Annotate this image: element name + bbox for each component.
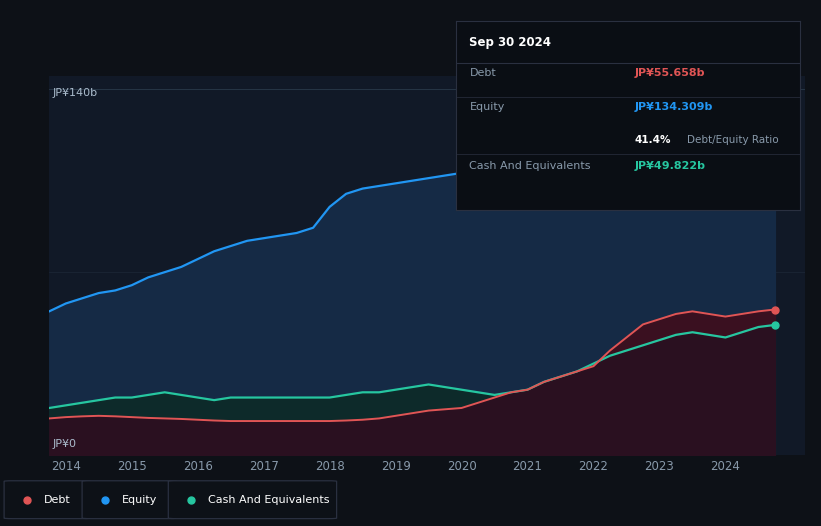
FancyBboxPatch shape [168, 481, 337, 519]
Text: Equity: Equity [470, 103, 505, 113]
Text: Equity: Equity [122, 494, 157, 505]
Text: 41.4%: 41.4% [635, 135, 672, 145]
FancyBboxPatch shape [82, 481, 177, 519]
Text: Debt: Debt [44, 494, 71, 505]
Text: JP¥134.309b: JP¥134.309b [635, 103, 713, 113]
Text: JP¥0: JP¥0 [53, 439, 77, 449]
Text: Cash And Equivalents: Cash And Equivalents [470, 161, 591, 171]
Text: Cash And Equivalents: Cash And Equivalents [208, 494, 329, 505]
Text: Debt/Equity Ratio: Debt/Equity Ratio [686, 135, 778, 145]
Text: JP¥55.658b: JP¥55.658b [635, 68, 705, 78]
Text: JP¥49.822b: JP¥49.822b [635, 161, 706, 171]
Text: JP¥140b: JP¥140b [53, 88, 99, 98]
Text: Sep 30 2024: Sep 30 2024 [470, 36, 552, 49]
Text: Debt: Debt [470, 68, 496, 78]
FancyBboxPatch shape [4, 481, 90, 519]
